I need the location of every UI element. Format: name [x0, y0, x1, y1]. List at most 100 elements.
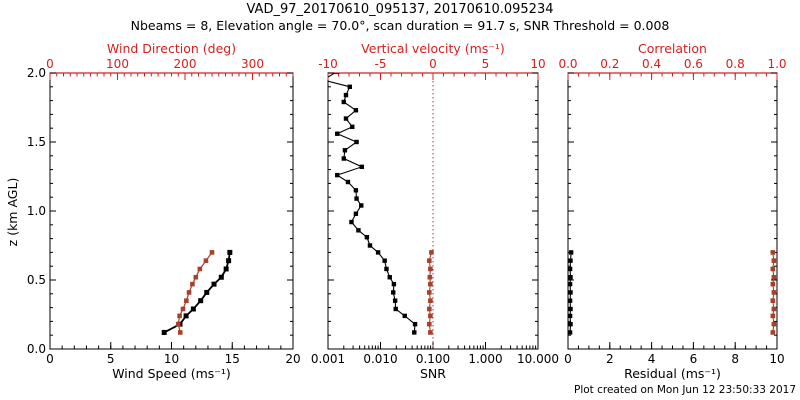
data-point-marker	[353, 211, 359, 216]
data-point-marker	[568, 258, 573, 263]
data-point-marker	[367, 243, 373, 248]
snr-axis-label: SNR	[420, 366, 446, 381]
wind-direction-markers	[175, 250, 215, 335]
top-tick-label: 300	[241, 57, 264, 71]
data-point-marker	[359, 164, 364, 170]
bottom-tick-label: 20	[285, 352, 300, 366]
top-tick-label: -5	[375, 57, 387, 71]
data-point-marker	[177, 313, 182, 319]
bottom-tick-label: 15	[225, 352, 240, 366]
data-point-marker	[429, 250, 434, 255]
vertical-velocity-markers	[427, 250, 434, 335]
bottom-tick-label: 0.001	[311, 352, 345, 366]
bottom-tick-label: 6	[690, 352, 698, 366]
data-point-marker	[391, 290, 396, 295]
data-point-marker	[771, 258, 777, 263]
data-point-marker	[345, 179, 351, 185]
data-point-marker	[427, 321, 432, 327]
data-point-marker	[427, 258, 432, 263]
data-point-marker	[387, 275, 392, 280]
data-point-marker	[392, 298, 398, 303]
data-point-marker	[771, 321, 777, 327]
data-point-marker	[356, 228, 361, 233]
bottom-tick-label: 4	[648, 352, 656, 366]
data-point-marker	[428, 281, 433, 287]
bottom-tick-label: 0.100	[416, 352, 450, 366]
data-point-marker	[161, 329, 167, 335]
top-tick-label: 0.4	[642, 57, 661, 71]
bottom-tick-label: 0	[564, 352, 572, 366]
y-tick-label: 1.5	[27, 135, 46, 149]
panel-frame	[567, 72, 778, 350]
data-point-marker	[568, 250, 574, 255]
data-point-marker	[343, 92, 349, 98]
data-point-marker	[427, 274, 433, 280]
data-point-marker	[354, 139, 359, 145]
data-point-marker	[184, 298, 189, 303]
wind-speed-axis-label: Wind Speed (ms⁻¹)	[112, 366, 231, 381]
data-point-marker	[770, 266, 776, 272]
data-point-marker	[770, 281, 776, 287]
data-point-marker	[771, 290, 777, 295]
data-point-marker	[568, 321, 573, 327]
top-tick-label: 0	[429, 57, 437, 71]
data-point-marker	[343, 116, 349, 121]
y-tick-label: 0.0	[27, 342, 46, 356]
data-point-marker	[341, 99, 347, 105]
data-point-marker	[568, 306, 573, 312]
data-point-marker	[218, 274, 224, 280]
data-point-marker	[770, 250, 776, 255]
top-tick-label: 100	[106, 57, 129, 71]
panel-snr: 0.001 0.010 0.100 1.000 10.000 -10 -5 0 5 10	[311, 57, 559, 366]
data-point-marker	[375, 250, 381, 255]
data-point-marker	[402, 313, 407, 319]
data-point-marker	[193, 274, 199, 280]
bottom-tick-label: 5	[107, 352, 115, 366]
data-point-marker	[342, 148, 348, 153]
axis-ticks	[49, 72, 294, 350]
data-point-marker	[190, 281, 195, 287]
data-point-marker	[568, 281, 573, 287]
data-point-marker	[771, 306, 777, 312]
bottom-tick-label: 0.010	[363, 352, 397, 366]
data-point-marker	[568, 313, 573, 319]
data-point-marker	[771, 274, 777, 280]
y-tick-label: 0.5	[27, 273, 46, 287]
data-point-marker	[349, 219, 354, 225]
data-point-marker	[364, 235, 370, 240]
data-point-marker	[350, 124, 355, 130]
snr-markers	[335, 73, 418, 335]
data-point-marker	[568, 266, 573, 272]
data-point-marker	[382, 258, 387, 263]
top-tick-label: 200	[174, 57, 197, 71]
bottom-tick-label: 1.000	[468, 352, 502, 366]
data-point-marker	[347, 84, 352, 89]
data-point-marker	[197, 266, 203, 272]
correlation-markers	[770, 250, 777, 335]
data-point-marker	[203, 258, 209, 263]
correlation-axis-label: Correlation	[638, 41, 707, 56]
bottom-tick-label: 10	[769, 352, 784, 366]
y-tick-label: 2.0	[27, 66, 46, 80]
data-point-marker	[353, 188, 359, 193]
snr-series-line	[328, 73, 416, 333]
data-point-marker	[428, 298, 433, 303]
panel-frame	[49, 72, 294, 350]
tick-labels: 0 2 4 6 8 10 0.0 0.2 0.4 0.6 0.8 1.0	[558, 57, 786, 366]
bottom-tick-label: 10	[164, 352, 179, 366]
data-point-marker	[412, 321, 418, 327]
data-point-marker	[211, 281, 217, 287]
data-point-marker	[226, 258, 232, 264]
data-point-marker	[393, 306, 398, 312]
bottom-tick-label: 2	[606, 352, 614, 366]
top-tick-label: 1.0	[767, 57, 786, 71]
data-point-marker	[428, 330, 433, 335]
plot-subtitle: Nbeams = 8, Elevation angle = 70.0°, sca…	[130, 18, 670, 33]
panel-residual: 0 2 4 6 8 10 0.0 0.2 0.4 0.6 0.8 1.0	[558, 57, 786, 366]
data-point-marker	[175, 321, 181, 327]
data-point-marker	[335, 131, 340, 136]
